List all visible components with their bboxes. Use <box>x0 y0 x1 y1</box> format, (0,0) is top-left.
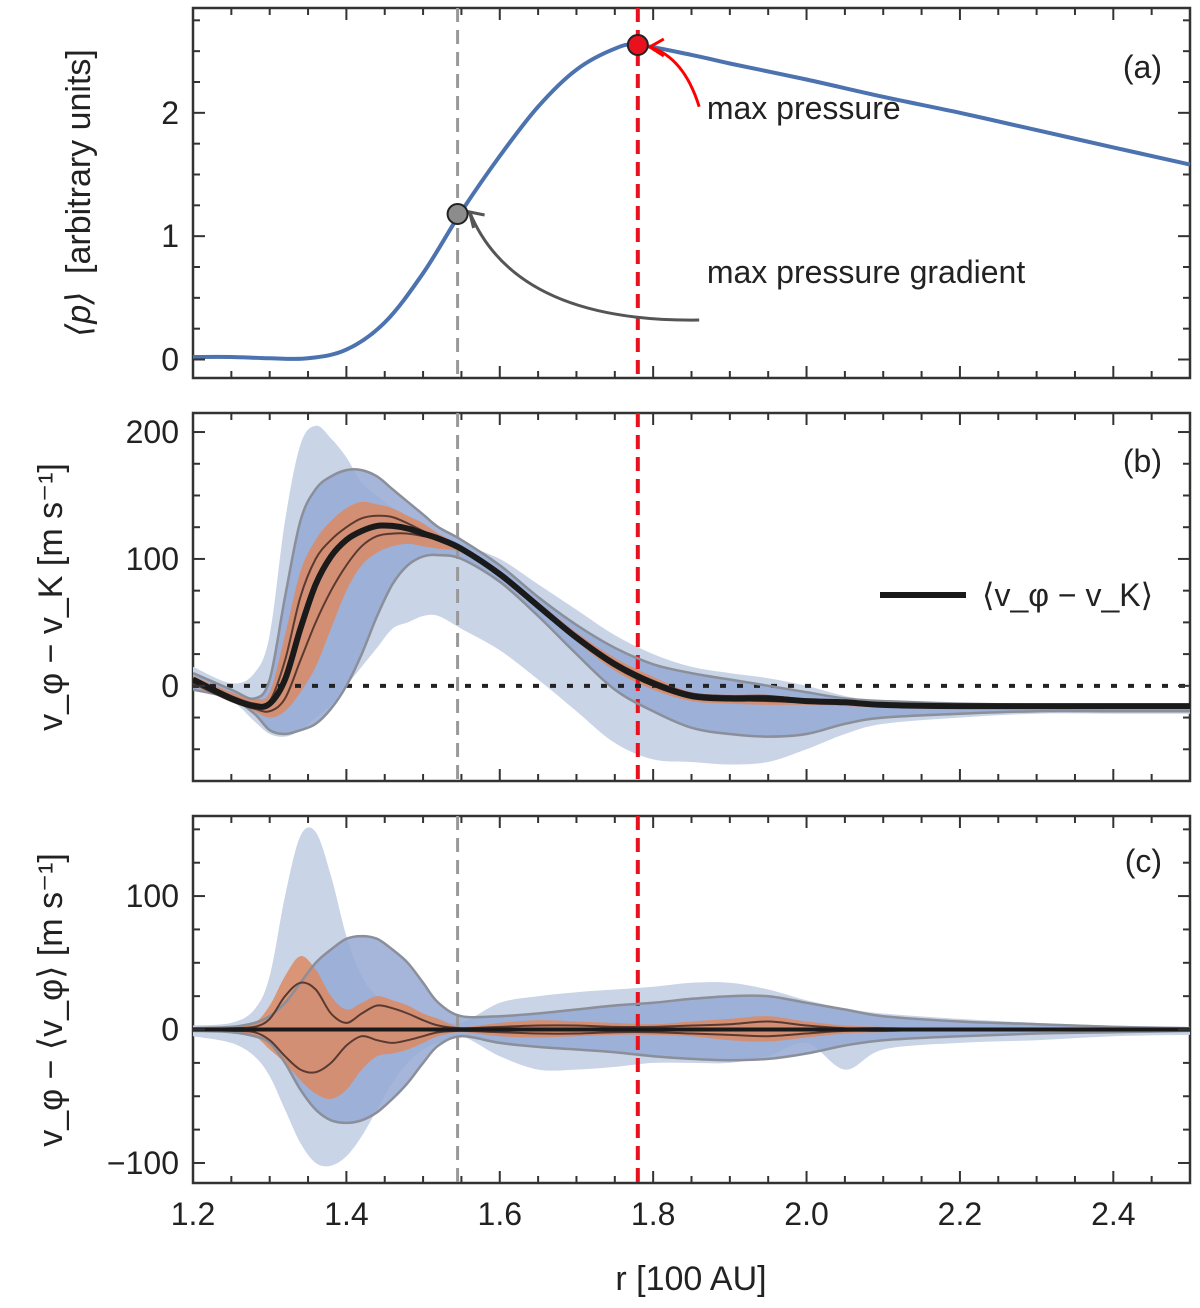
marker-max-pressure <box>626 34 649 56</box>
panel-b-ylabel: v_φ − v_K [m s⁻¹] <box>32 463 70 731</box>
y-tick-label: 2 <box>161 95 179 131</box>
lines-clip <box>193 468 1190 738</box>
panel-b-ticks: 0 100 200 <box>126 413 1191 782</box>
legend-label: ⟨v_φ − v_K⟩ <box>982 577 1153 613</box>
quantile-line-grey-lower <box>193 1029 1190 1125</box>
lines-clip <box>193 934 1190 1125</box>
panel-a-lines <box>192 42 1191 361</box>
x-tick-label: 1.4 <box>324 1196 368 1232</box>
panel-a-ylabel-unit: [arbitrary units] <box>60 49 98 274</box>
panel-a-frame <box>191 6 1192 380</box>
x-tick-label: 1.6 <box>478 1196 522 1232</box>
panel-b-lines <box>193 468 1190 738</box>
marker-max-pressure-gradient <box>446 202 469 225</box>
bands-clip <box>193 827 1190 1167</box>
panel-c-bands <box>193 827 1190 1167</box>
x-tick-label: 1.8 <box>631 1196 675 1232</box>
max-pressure-arrowhead <box>646 37 665 58</box>
band-outer <box>193 827 1190 1167</box>
panel-c-vlines <box>456 816 640 1183</box>
panel-a-annotations: max pressure max pressure gradient <box>446 34 1025 322</box>
panel-a-ylabel: ⟨p⟩ [arbitrary units] <box>60 49 98 337</box>
panel-a-vlines <box>456 8 640 378</box>
panel-b: 0 100 200 (b) ⟨v_φ − v_K⟩ v_φ − v_K [m s⁻¹… <box>32 411 1192 783</box>
y-tick-label: 0 <box>161 342 179 378</box>
panel-b-label: (b) <box>1123 443 1162 479</box>
panel-b-vlines <box>456 413 640 781</box>
y-tick-label: 1 <box>161 218 179 254</box>
x-tick-label: 2.4 <box>1091 1196 1135 1232</box>
panel-c-lines <box>193 934 1190 1125</box>
panel-a-label: (a) <box>1123 49 1162 85</box>
pressure-line <box>192 42 1191 361</box>
annotation-max-pressure: max pressure <box>707 90 901 126</box>
band-inner <box>193 501 1190 718</box>
x-axis-title: r [100 AU] <box>615 1260 766 1298</box>
panel-c-ticks: 1.2 1.4 1.6 1.8 2.0 2.2 2.4 −100 0 100 <box>107 816 1191 1232</box>
panel-c-ylabel: v_φ − ⟨v_φ⟩ [m s⁻¹] <box>32 853 70 1147</box>
mean-line <box>193 522 1190 710</box>
y-tick-label: 100 <box>126 878 179 914</box>
max-gradient-arrow <box>468 211 700 322</box>
panel-a: max pressure max pressure gradient 0 1 2 (a… <box>60 6 1192 380</box>
y-tick-label: 100 <box>126 541 179 577</box>
y-tick-label: 0 <box>161 668 179 704</box>
panel-a-ylabel-main: ⟨p⟩ <box>60 291 98 336</box>
panel-c: 1.2 1.4 1.6 1.8 2.0 2.2 2.4 −100 0 100 (c) v_φ − … <box>32 814 1192 1298</box>
annotation-max-pressure-gradient: max pressure gradient <box>707 254 1025 290</box>
panel-a-ticks: 0 1 2 <box>161 8 1191 378</box>
quantile-line-grey-upper <box>193 468 1190 707</box>
max-gradient-arrowhead <box>467 210 485 229</box>
x-tick-label: 2.0 <box>784 1196 828 1232</box>
y-tick-label: 0 <box>161 1012 179 1048</box>
x-tick-label: 2.2 <box>938 1196 982 1232</box>
max-pressure-arrow <box>649 45 701 108</box>
quantile-line-grey-lower <box>193 553 1190 738</box>
y-tick-label: −100 <box>107 1145 179 1181</box>
y-tick-label: 200 <box>126 414 179 450</box>
panel-c-label: (c) <box>1125 843 1162 879</box>
x-tick-label: 1.2 <box>171 1196 215 1232</box>
